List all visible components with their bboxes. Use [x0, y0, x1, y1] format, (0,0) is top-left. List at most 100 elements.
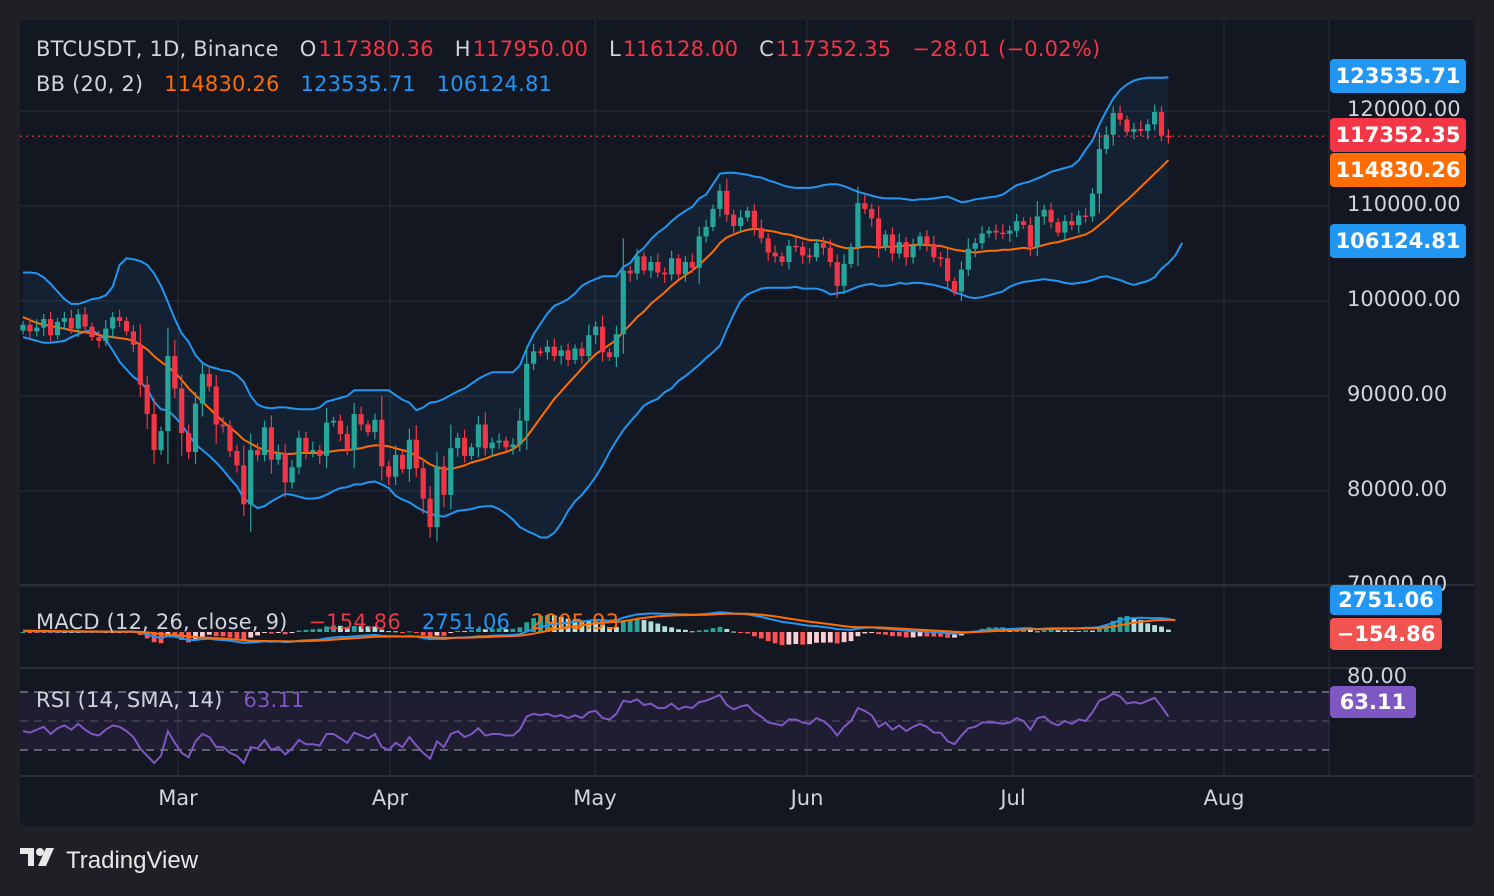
candle-body — [710, 208, 716, 227]
macd-histogram-bar — [1152, 625, 1157, 632]
chart-pane[interactable] — [20, 20, 1474, 826]
macd-histogram-bar — [62, 632, 67, 634]
bb-basis-value: 114830.26 — [164, 72, 280, 96]
candle-body — [600, 326, 606, 353]
candle-body — [648, 262, 654, 271]
candle-body — [503, 440, 509, 448]
candle-body — [27, 324, 33, 332]
macd-histogram-bar — [848, 632, 854, 642]
macd-histogram-bar — [731, 631, 737, 633]
macd-histogram-bar — [903, 632, 909, 638]
candle-body — [165, 356, 171, 432]
macd-histogram-bar — [758, 632, 764, 639]
candle-body — [75, 314, 81, 329]
macd-histogram-bar — [338, 625, 343, 632]
candle-body — [869, 208, 875, 219]
macd-label[interactable]: MACD (12, 26, close, 9) — [36, 610, 288, 634]
candle-body — [199, 374, 205, 404]
macd-histogram-bar — [427, 632, 433, 638]
macd-histogram-bar — [524, 622, 530, 632]
candle-body — [1069, 221, 1075, 225]
macd-histogram-bar — [738, 632, 743, 633]
price-axis-label: 120000.00 — [1347, 97, 1461, 121]
macd-histogram-bar — [489, 628, 495, 632]
candle-body — [841, 263, 847, 286]
candle-body — [406, 439, 412, 470]
price-axis-label: 110000.00 — [1347, 192, 1461, 216]
candle-body — [137, 344, 143, 385]
macd-histogram-bar — [924, 632, 930, 637]
macd-histogram-bar — [876, 632, 881, 635]
macd-signal-line — [22, 612, 1176, 643]
main-legend[interactable]: BTCUSDT, 1D, Binance O117380.36 H117950.… — [36, 37, 1102, 61]
candle-body — [965, 248, 971, 270]
rsi-legend[interactable]: RSI (14, SMA, 14) 63.11 — [36, 688, 307, 712]
macd-histogram-bar — [883, 632, 888, 635]
rsi-line — [22, 692, 1170, 765]
candle-body — [1145, 124, 1151, 131]
candle-body — [834, 262, 840, 286]
macd-histogram-bar — [607, 626, 612, 632]
candle-body — [765, 238, 771, 253]
candle-body — [572, 348, 578, 360]
candle-body — [744, 210, 751, 218]
macd-histogram-bar — [1041, 630, 1047, 632]
candle-body — [351, 414, 357, 451]
candle-body — [537, 351, 544, 353]
macd-histogram-bar — [834, 632, 840, 644]
macd-histogram-bar — [193, 632, 198, 641]
bb-legend[interactable]: BB (20, 2) 114830.26 123535.71 106124.81 — [36, 72, 554, 96]
tradingview-logo[interactable]: TradingView — [20, 846, 198, 875]
candle-body — [241, 465, 247, 505]
candle-body — [337, 420, 343, 434]
candle-body — [365, 424, 371, 433]
macd-histogram-bar — [275, 632, 281, 633]
candle-body — [675, 258, 682, 275]
macd-histogram-bar — [434, 632, 440, 636]
symbol-label[interactable]: BTCUSDT, 1D, Binance — [36, 37, 279, 61]
macd-histogram-bar — [931, 632, 937, 637]
macd-legend[interactable]: MACD (12, 26, close, 9) −154.86 2751.06 … — [36, 610, 621, 634]
macd-histogram-bar — [296, 630, 302, 632]
macd-histogram-bar — [455, 630, 461, 632]
candle-body — [54, 321, 61, 336]
candle-body — [496, 440, 502, 443]
macd-histogram-bar — [1062, 630, 1068, 632]
rsi-label[interactable]: RSI (14, SMA, 14) — [36, 688, 223, 712]
macd-histogram-bar — [282, 632, 288, 635]
candle-body — [1020, 221, 1027, 225]
macd-histogram-bar — [586, 621, 592, 632]
candle-body — [813, 243, 820, 258]
macd-histogram-bar — [448, 632, 454, 634]
chart-canvas[interactable] — [20, 20, 1474, 826]
candle-body — [82, 314, 88, 327]
candle-body — [682, 262, 688, 275]
candle-body — [248, 450, 254, 505]
candle-body — [475, 424, 481, 448]
time-axis-label: Aug — [1203, 786, 1245, 810]
candle-body — [1165, 135, 1171, 138]
candle-body — [317, 450, 323, 456]
macd-histogram-bar — [331, 625, 336, 632]
candle-body — [227, 426, 233, 452]
price-axis-label: 100000.00 — [1347, 287, 1461, 311]
candle-body — [669, 258, 675, 275]
macd-histogram-bar — [41, 632, 47, 633]
candle-body — [48, 319, 54, 336]
candle-body — [1014, 221, 1020, 231]
macd-histogram-bar — [855, 632, 861, 637]
bb-label[interactable]: BB (20, 2) — [36, 72, 144, 96]
tradingview-logo-icon — [20, 846, 58, 875]
macd-histogram-bar — [227, 632, 233, 638]
macd-histogram-bar — [641, 620, 647, 632]
macd-histogram-bar — [441, 632, 447, 636]
macd-histogram-bar — [745, 632, 750, 634]
macd-histogram-bar — [407, 631, 412, 633]
bb-lower-value: 106124.81 — [436, 72, 553, 96]
macd-histogram-bar — [620, 621, 626, 632]
candle-body — [986, 230, 992, 234]
candle-body — [1007, 230, 1013, 234]
time-axis-label: Jun — [790, 786, 824, 810]
candle-body — [1110, 112, 1116, 135]
rsi-value: 63.11 — [243, 688, 305, 712]
